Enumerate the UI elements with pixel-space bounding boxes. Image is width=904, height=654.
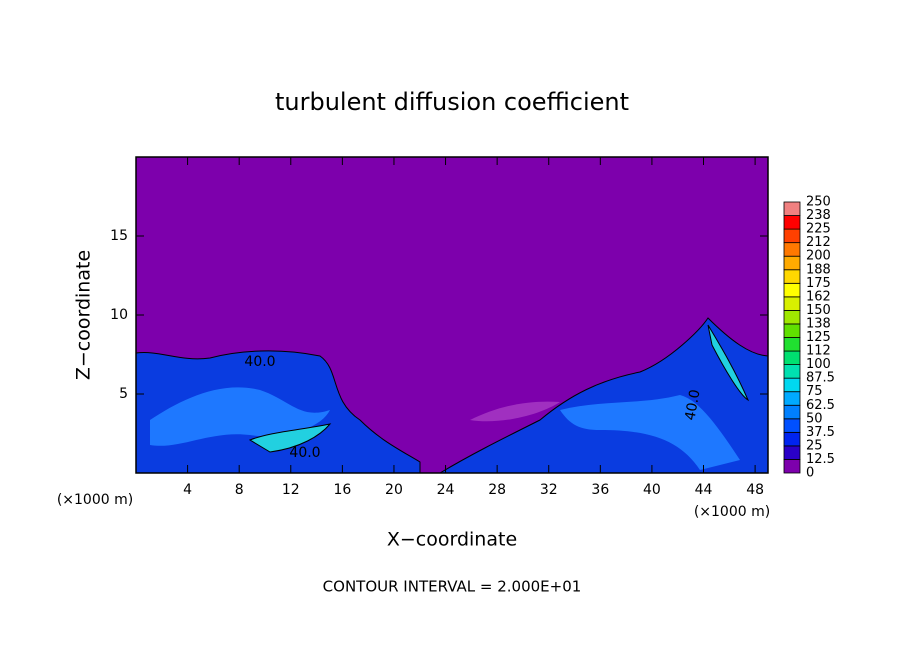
colorbar-label: 238 [806, 208, 831, 223]
colorbar-label: 37.5 [806, 425, 835, 440]
y-tick-label: 5 [119, 386, 128, 402]
y-axis-title: Z−coordinate [73, 250, 95, 380]
colorbar-band [783, 431, 801, 447]
colorbar-label: 200 [806, 249, 831, 264]
colorbar-label: 175 [806, 276, 831, 291]
x-tick-label: 28 [488, 482, 506, 498]
contour-label: 40.0 [244, 354, 275, 370]
colorbar-band [783, 215, 801, 230]
x-unit-label: (×1000 m) [57, 492, 133, 508]
x-tick-label: 48 [746, 482, 764, 498]
colorbar-band [783, 391, 801, 406]
colorbar-label: 225 [806, 222, 831, 237]
plot-area [135, 156, 769, 474]
colorbar-band [783, 364, 801, 379]
x-tick-label: 32 [540, 482, 558, 498]
colorbar-band [783, 418, 801, 433]
colorbar-label: 188 [806, 262, 831, 277]
colorbar-label: 138 [806, 316, 831, 331]
colorbar-band [783, 242, 801, 257]
y-unit-label: (×1000 m) [694, 504, 770, 520]
colorbar-label: 12.5 [806, 452, 835, 467]
colorbar-label: 62.5 [806, 398, 835, 413]
colorbar-band [783, 282, 801, 298]
x-tick-label: 40 [643, 482, 661, 498]
field-region [707, 324, 750, 402]
colorbar-label: 25 [806, 438, 823, 453]
colorbar-band [783, 323, 801, 338]
colorbar-band [783, 337, 801, 352]
colorbar-label: 0 [806, 466, 814, 481]
colorbar-band [783, 377, 801, 393]
colorbar-label: 75 [806, 384, 823, 399]
colorbar-band [783, 404, 801, 420]
colorbar-label: 87.5 [806, 371, 835, 386]
colorbar-label: 162 [806, 289, 831, 304]
x-tick-label: 24 [437, 482, 455, 498]
y-tick-label: 10 [110, 307, 128, 323]
colorbar-label: 100 [806, 357, 831, 372]
field-region [560, 395, 740, 470]
x-tick-label: 36 [591, 482, 609, 498]
colorbar-band [783, 309, 801, 325]
colorbar-band [783, 296, 801, 311]
field-region [248, 423, 332, 453]
colorbar-label: 125 [806, 330, 831, 345]
colorbar-band [783, 445, 801, 460]
x-tick-label: 4 [183, 482, 192, 498]
x-tick-label: 12 [282, 482, 300, 498]
y-tick-label: 15 [110, 228, 128, 244]
colorbar-band [783, 228, 801, 244]
x-tick-label: 20 [385, 482, 403, 498]
footer-note: CONTOUR INTERVAL = 2.000E+01 [323, 578, 582, 596]
x-tick-label: 16 [333, 482, 351, 498]
x-axis-title: X−coordinate [387, 529, 517, 551]
colorbar-label: 250 [806, 195, 831, 210]
colorbar-band [783, 201, 801, 216]
colorbar-band [783, 350, 801, 365]
contour-label: 40.0 [682, 388, 703, 421]
colorbar-label: 50 [806, 411, 823, 426]
colorbar-band [783, 269, 801, 284]
colorbar-label: 112 [806, 344, 831, 359]
chart-title: turbulent diffusion coefficient [275, 88, 629, 116]
field-region [470, 401, 560, 422]
contour-label: 40.0 [289, 445, 320, 461]
colorbar-label: 150 [806, 303, 831, 318]
colorbar-band [783, 459, 801, 474]
x-tick-label: 8 [235, 482, 244, 498]
colorbar-band [783, 255, 801, 271]
x-tick-label: 44 [695, 482, 713, 498]
colorbar-label: 212 [806, 235, 831, 250]
